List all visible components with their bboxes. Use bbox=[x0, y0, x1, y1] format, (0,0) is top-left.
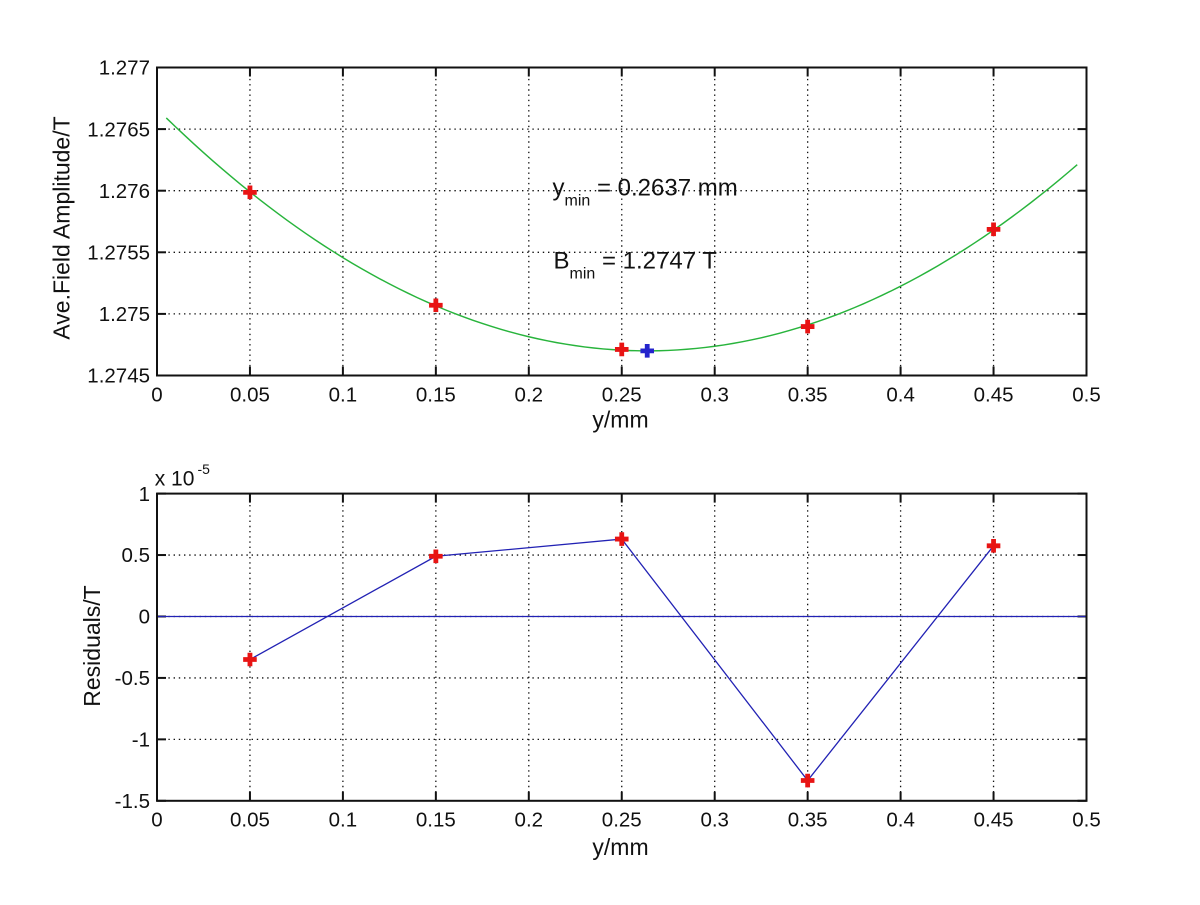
svg-text:0.15: 0.15 bbox=[416, 809, 456, 832]
svg-text:0.35: 0.35 bbox=[788, 809, 828, 832]
svg-text:0: 0 bbox=[139, 606, 150, 629]
svg-text:1: 1 bbox=[139, 483, 150, 506]
svg-text:0.5: 0.5 bbox=[1072, 809, 1101, 832]
svg-text:x 10: x 10 bbox=[155, 468, 195, 491]
svg-text:Residuals/T: Residuals/T bbox=[79, 585, 105, 706]
svg-text:0.1: 0.1 bbox=[329, 383, 358, 406]
svg-text:0.2: 0.2 bbox=[515, 809, 544, 832]
svg-text:0.1: 0.1 bbox=[329, 809, 358, 832]
svg-text:0.05: 0.05 bbox=[230, 383, 270, 406]
svg-text:y/mm: y/mm bbox=[592, 834, 648, 860]
svg-text:0.25: 0.25 bbox=[602, 383, 642, 406]
svg-text:0.25: 0.25 bbox=[602, 809, 642, 832]
svg-text:-0.5: -0.5 bbox=[115, 667, 150, 690]
svg-text:0.35: 0.35 bbox=[788, 383, 828, 406]
svg-text:1.275: 1.275 bbox=[99, 303, 150, 326]
svg-text:0.45: 0.45 bbox=[974, 383, 1014, 406]
svg-text:0: 0 bbox=[151, 383, 162, 406]
svg-text:-1: -1 bbox=[132, 729, 150, 752]
svg-text:1.2755: 1.2755 bbox=[87, 242, 150, 265]
svg-text:0.5: 0.5 bbox=[122, 544, 151, 567]
svg-text:-1.5: -1.5 bbox=[115, 790, 150, 813]
svg-text:0.3: 0.3 bbox=[700, 809, 729, 832]
svg-text:-5: -5 bbox=[198, 461, 211, 477]
svg-text:0.4: 0.4 bbox=[886, 383, 915, 406]
svg-text:0.15: 0.15 bbox=[416, 383, 456, 406]
svg-text:0.05: 0.05 bbox=[230, 809, 270, 832]
svg-text:y/mm: y/mm bbox=[592, 407, 648, 433]
svg-text:0.3: 0.3 bbox=[700, 383, 729, 406]
svg-text:1.277: 1.277 bbox=[99, 57, 150, 80]
svg-text:1.2765: 1.2765 bbox=[87, 118, 150, 141]
svg-text:0.4: 0.4 bbox=[886, 809, 915, 832]
svg-text:0: 0 bbox=[151, 809, 162, 832]
svg-text:0.2: 0.2 bbox=[515, 383, 544, 406]
svg-text:1.276: 1.276 bbox=[99, 180, 150, 203]
svg-text:1.2745: 1.2745 bbox=[87, 365, 150, 388]
svg-text:0.45: 0.45 bbox=[974, 809, 1014, 832]
svg-text:ymin = 0.2637 mm: ymin = 0.2637 mm bbox=[553, 175, 738, 210]
svg-text:0.5: 0.5 bbox=[1072, 383, 1101, 406]
svg-text:Ave.Field Amplitude/T: Ave.Field Amplitude/T bbox=[49, 116, 75, 339]
